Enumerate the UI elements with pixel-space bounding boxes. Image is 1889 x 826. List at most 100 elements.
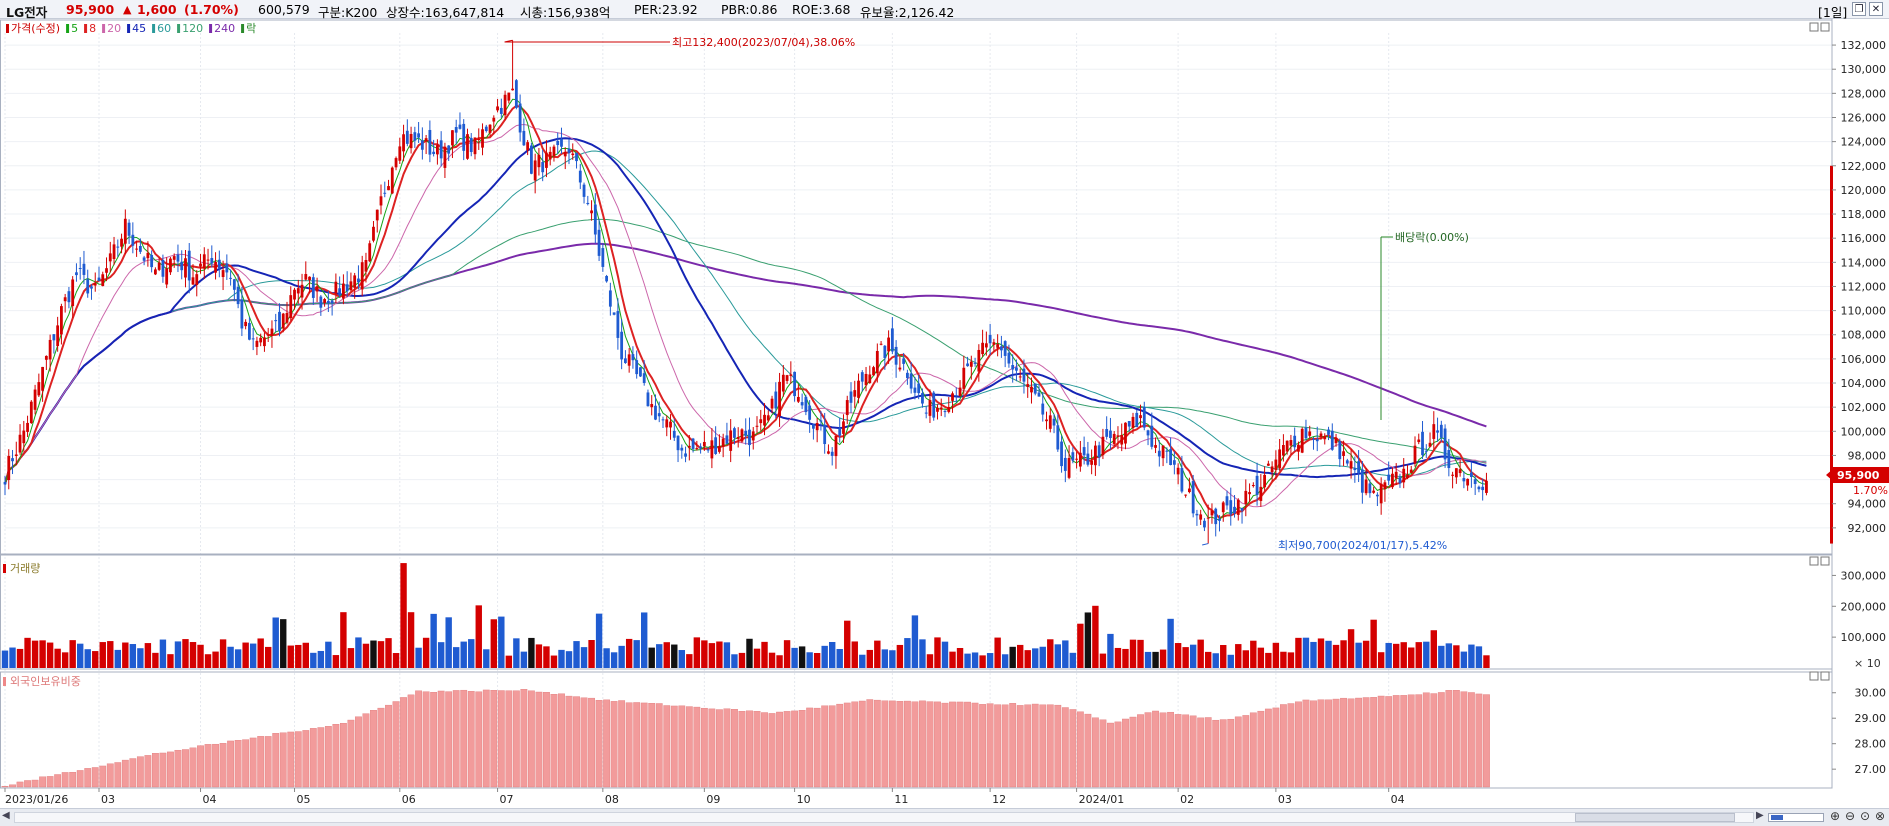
candle	[101, 271, 105, 287]
foreign-bar	[858, 700, 866, 788]
foreign-panel-max-icon[interactable]	[1809, 671, 1819, 681]
horizontal-scrollbar[interactable]	[14, 812, 1754, 823]
foreign-bar	[625, 702, 633, 788]
foreign-bar	[964, 701, 971, 788]
candle	[1090, 449, 1094, 475]
foreign-bar	[24, 780, 31, 788]
candle	[853, 380, 857, 409]
candle	[522, 118, 526, 147]
foreign-bar	[1249, 712, 1257, 788]
volume-bar	[1423, 641, 1430, 668]
candle	[702, 430, 706, 451]
volume-panel-close-icon[interactable]	[1820, 556, 1830, 566]
price-change-pct: (1.70%)	[184, 2, 239, 17]
close-icon[interactable]: ✕	[1869, 2, 1883, 16]
candle	[593, 193, 597, 244]
foreign-bar	[806, 707, 814, 788]
y-tick-label: 114,000	[1841, 256, 1887, 269]
candle	[875, 343, 879, 383]
volume-bar	[445, 617, 452, 668]
candle	[90, 284, 93, 300]
volume-bar	[234, 649, 242, 668]
y-tick-label: 100,000	[1841, 631, 1887, 644]
restore-icon[interactable]: ❐	[1852, 2, 1866, 16]
candle	[492, 115, 496, 135]
foreign-bar	[1302, 699, 1310, 788]
candle	[18, 424, 22, 455]
period-button[interactable]: [1일]	[1818, 5, 1848, 20]
volume-bar	[189, 642, 197, 668]
candle	[1000, 335, 1003, 358]
foreign-bar	[1325, 699, 1332, 788]
candle	[29, 400, 33, 424]
foreign-bar	[670, 705, 678, 788]
zoom-reset-icon[interactable]: ⊙	[1860, 809, 1871, 823]
volume-bar	[265, 646, 272, 668]
candle	[1060, 435, 1063, 473]
foreign-bar	[648, 703, 656, 788]
foreign-bar	[1039, 704, 1047, 788]
volume-bar	[1317, 638, 1325, 668]
zoom-in-icon[interactable]: ⊕	[1830, 809, 1841, 823]
foreign-bar	[467, 691, 475, 788]
foreign-bar	[1024, 704, 1032, 788]
candle	[417, 122, 420, 143]
scrollbar-thumb[interactable]	[1575, 813, 1735, 822]
candle	[146, 241, 150, 267]
candle	[1481, 478, 1485, 501]
candle	[669, 414, 672, 440]
current-price-label: 95,900	[1837, 469, 1880, 482]
candle	[387, 179, 390, 191]
zoom-slider[interactable]	[1768, 813, 1824, 822]
x-tick-label: 04	[1391, 793, 1405, 806]
volume-bar	[798, 646, 806, 668]
candle	[1244, 479, 1248, 517]
foreign-bar	[1174, 714, 1182, 788]
volume-bar	[911, 615, 919, 668]
candle	[1413, 436, 1417, 467]
scroll-left-arrow[interactable]: ◀	[2, 810, 10, 821]
candle	[1056, 414, 1060, 452]
volume-bar	[633, 640, 640, 668]
foreign-bar	[685, 706, 693, 788]
price-panel-max-icon[interactable]	[1809, 22, 1819, 32]
volume-bar	[716, 641, 723, 668]
volume-panel-title: 거래량	[10, 562, 40, 575]
foreign-bar	[663, 705, 671, 788]
candle	[1139, 404, 1142, 428]
candle	[255, 336, 259, 356]
zoom-fit-icon[interactable]: ⊗	[1875, 809, 1886, 823]
volume-bar	[1182, 647, 1189, 668]
volume-bar	[182, 639, 189, 668]
foreign-bar	[813, 707, 821, 788]
candle	[774, 382, 778, 419]
volume-bar	[573, 641, 580, 668]
candle	[823, 412, 827, 454]
volume-bar	[708, 643, 716, 668]
candle	[1218, 515, 1221, 532]
volume-bar	[588, 640, 595, 668]
volume-panel-max-icon[interactable]	[1809, 556, 1819, 566]
foreign-panel-close-icon[interactable]	[1820, 671, 1830, 681]
volume-bar	[272, 617, 279, 668]
volume-bar	[1092, 605, 1099, 668]
candle	[793, 371, 796, 402]
foreign-bar	[1422, 692, 1430, 788]
volume-bar	[919, 639, 926, 668]
stock-name[interactable]: LG전자	[6, 5, 48, 20]
candle	[1184, 494, 1188, 498]
x-axis: 2023/01/26 03 04 05 06 07 08 09 10 11 12 2024/01 02 0…	[4, 788, 1405, 806]
scroll-right-arrow[interactable]: ▶	[1756, 810, 1764, 821]
zoom-out-icon[interactable]: ⊖	[1845, 809, 1856, 823]
candle	[1274, 450, 1278, 480]
candle	[33, 384, 37, 415]
candle	[563, 147, 567, 170]
price-panel-close-icon[interactable]	[1820, 22, 1830, 32]
current-price-tag: 95,900 1.70%	[1826, 467, 1889, 497]
foreign-bar	[234, 740, 242, 788]
foreign-bar	[588, 697, 595, 788]
volume-bar	[1212, 653, 1219, 668]
foreign-bar	[888, 700, 896, 788]
candle	[214, 252, 217, 280]
volume-bar	[212, 651, 219, 668]
